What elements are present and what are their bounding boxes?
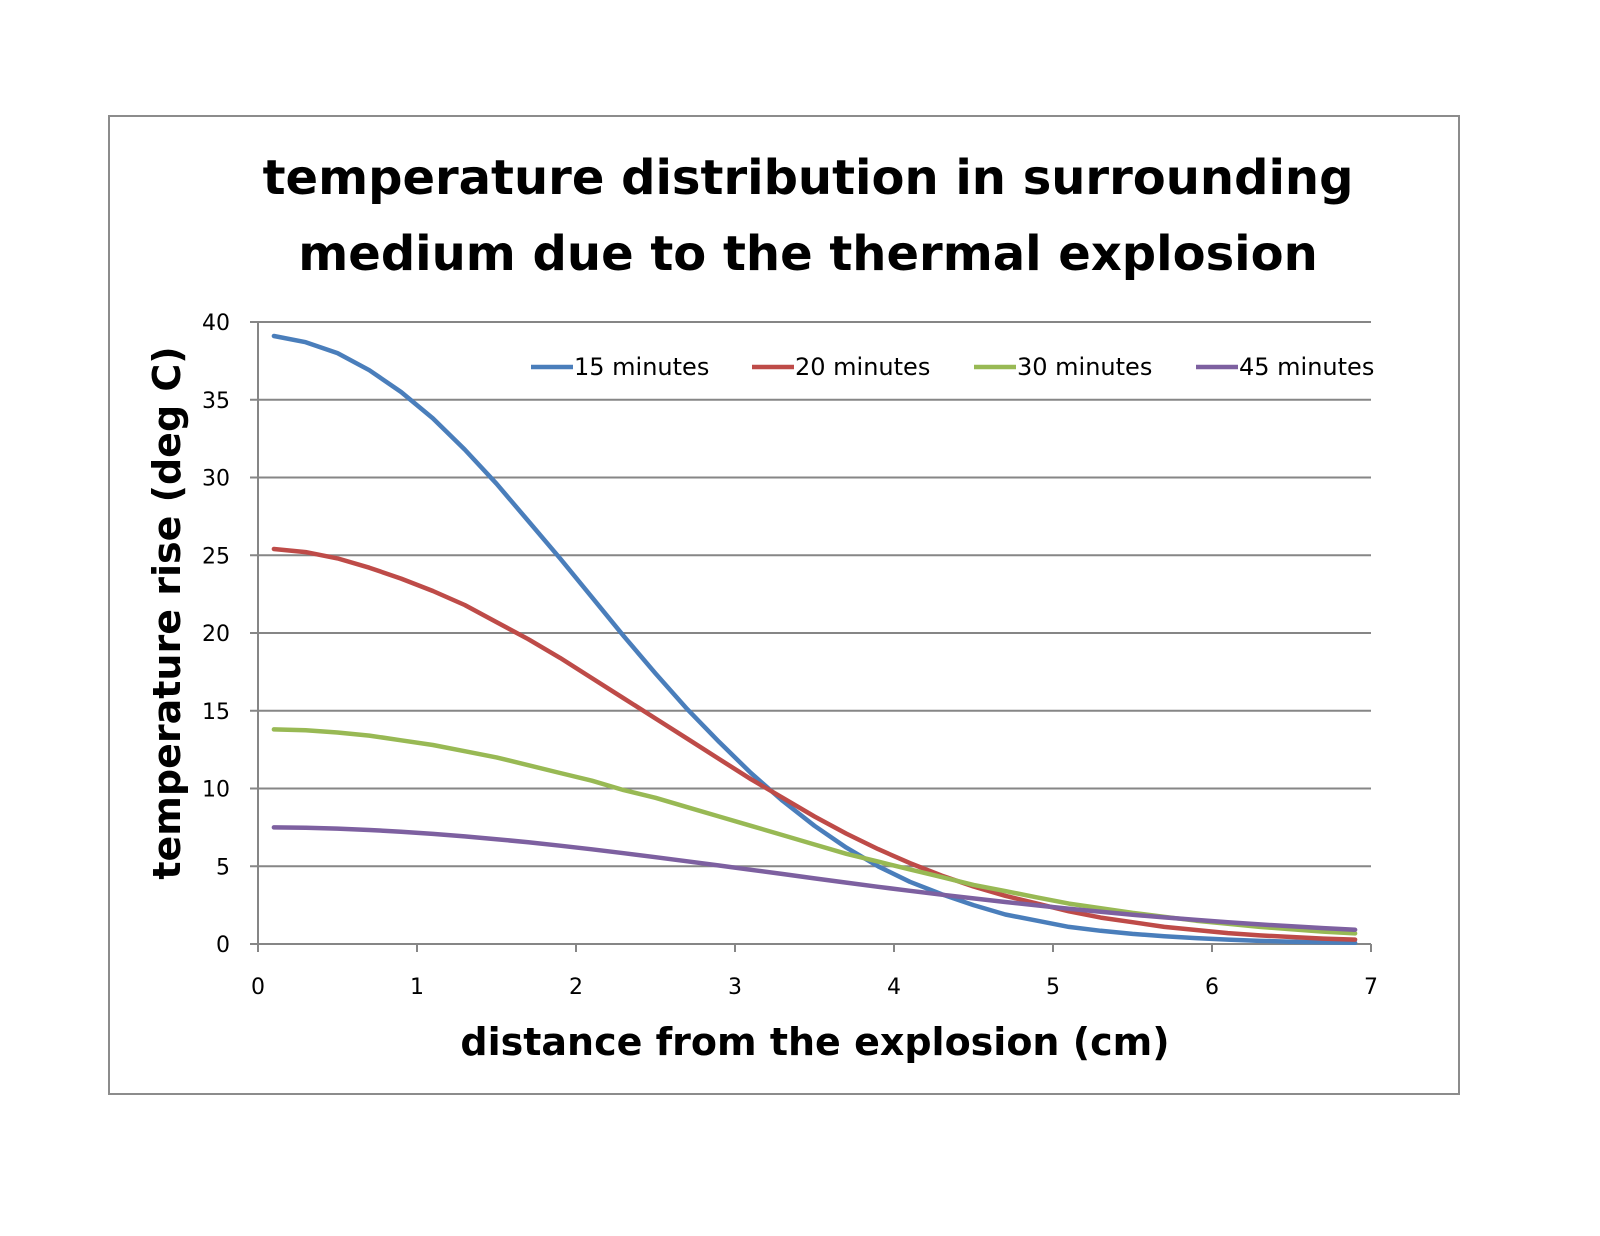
y-tick-label: 25 xyxy=(202,544,230,569)
legend-label: 45 minutes xyxy=(1239,353,1374,381)
x-tick-label: 4 xyxy=(887,975,901,1000)
y-tick-label: 35 xyxy=(202,389,230,414)
chart-title-line-1: temperature distribution in surrounding xyxy=(262,150,1354,206)
y-tick-label: 10 xyxy=(202,778,230,803)
series-line-20-minutes xyxy=(271,546,1358,942)
y-tick-label: 30 xyxy=(202,467,230,492)
gridlines xyxy=(250,321,1371,945)
x-tick-label: 0 xyxy=(251,975,265,1000)
chart-title: temperature distribution in surrounding … xyxy=(108,140,1508,292)
x-tick-label: 1 xyxy=(410,975,424,1000)
y-axis-label: temperature rise (deg C) xyxy=(145,346,189,879)
series-lines xyxy=(271,333,1358,946)
x-tick-label: 7 xyxy=(1364,975,1378,1000)
series-line-45-minutes xyxy=(271,825,1358,932)
legend: 15 minutes 20 minutes 30 minutes 45 minutes xyxy=(531,353,1374,381)
y-tick-label: 20 xyxy=(202,622,230,647)
legend-label: 15 minutes xyxy=(574,353,709,381)
series-line-15-minutes xyxy=(271,333,1358,946)
legend-label: 20 minutes xyxy=(795,353,930,381)
axes: 0 5 10 15 20 25 30 35 40 0 1 2 3 4 5 6 7 xyxy=(202,311,1378,1000)
y-tick-label: 15 xyxy=(202,700,230,725)
x-tick-label: 6 xyxy=(1205,975,1219,1000)
x-axis-label: distance from the explosion (cm) xyxy=(460,1020,1169,1064)
series-line-30-minutes xyxy=(271,727,1358,936)
y-tick-label: 0 xyxy=(216,933,230,958)
y-tick-label: 40 xyxy=(202,311,230,336)
chart-title-line-2: medium due to the thermal explosion xyxy=(298,226,1318,282)
y-tick-label: 5 xyxy=(216,855,230,880)
legend-label: 30 minutes xyxy=(1017,353,1152,381)
x-tick-label: 5 xyxy=(1046,975,1060,1000)
x-tick-label: 3 xyxy=(728,975,742,1000)
x-tick-label: 2 xyxy=(569,975,583,1000)
chart-frame xyxy=(108,115,1460,1095)
